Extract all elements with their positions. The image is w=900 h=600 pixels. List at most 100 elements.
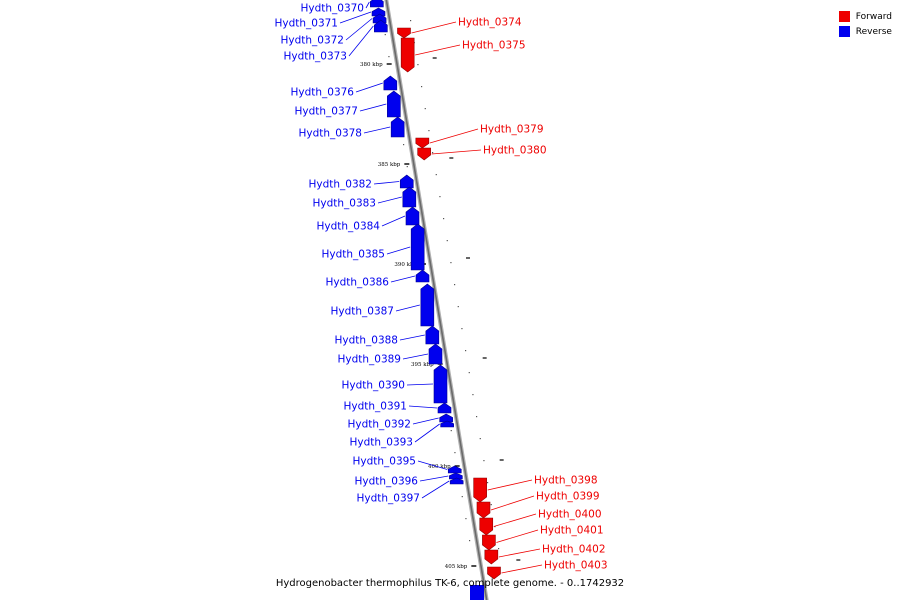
gene-connector — [399, 334, 425, 341]
scale-dot — [469, 540, 471, 542]
scale-dot — [483, 460, 485, 462]
gene-connector — [365, 1, 370, 9]
gene-highlight — [419, 149, 422, 155]
gene-arrow-hydth_0399 — [476, 501, 491, 519]
gene-arrow-hydth_0402 — [484, 549, 499, 565]
gene-label-hydth_0370: Hydth_0370 — [300, 3, 364, 15]
gene-arrow-hydth_0379 — [415, 137, 430, 149]
gene-highlight — [408, 212, 410, 224]
gene-connector — [498, 548, 541, 558]
scale-dot — [472, 394, 474, 396]
scale-dot — [461, 496, 463, 498]
gene-connector — [496, 529, 539, 543]
backbone-line — [385, 0, 488, 600]
gene-highlight — [404, 192, 407, 206]
gene-label-hydth_0399: Hydth_0399 — [536, 491, 600, 503]
gene-highlight — [475, 479, 478, 497]
scale-dot — [468, 372, 470, 374]
gene-label-hydth_0395: Hydth_0395 — [352, 456, 416, 468]
legend-reverse-label: Reverse — [855, 26, 892, 37]
gene-highlight — [484, 536, 487, 545]
gene-arrow-hydth_0377 — [387, 90, 401, 118]
scale-dot — [443, 218, 445, 220]
legend-reverse-swatch — [838, 26, 850, 37]
gene-connector — [402, 353, 429, 360]
gene-label-hydth_0390: Hydth_0390 — [341, 380, 405, 392]
gene-arrow-hydth_0383 — [402, 186, 417, 208]
gene-highlight — [393, 122, 396, 136]
gene-connector — [419, 475, 449, 482]
gene-highlight — [442, 423, 445, 426]
gene-label-hydth_0398: Hydth_0398 — [534, 475, 598, 487]
gene-highlight — [413, 229, 416, 269]
gene-arrow-hydth_0403 — [487, 566, 501, 580]
gene-arrow-hydth_0393 — [440, 420, 454, 428]
gene-label-hydth_0400: Hydth_0400 — [538, 509, 602, 521]
gene-highlight — [402, 180, 405, 187]
gene-label-hydth_0388: Hydth_0388 — [334, 335, 398, 347]
gene-arrow-hydth_0382 — [399, 174, 414, 189]
scale-dot — [487, 482, 489, 484]
gene-label-hydth_0379: Hydth_0379 — [480, 124, 544, 136]
scale-dot — [454, 452, 456, 454]
scale-dot — [435, 174, 437, 176]
gene-arrow-hydth_0390 — [433, 364, 448, 404]
gene-arrow-hydth_0375 — [400, 37, 415, 73]
gene-label-hydth_0387: Hydth_0387 — [330, 306, 394, 318]
scale-dot — [406, 166, 408, 168]
scale-dot — [450, 262, 452, 264]
gene-arrow-hydth_0398 — [473, 477, 487, 503]
gene-highlight — [375, 18, 378, 22]
scale-dot — [490, 504, 492, 506]
legend-forward: Forward — [838, 9, 892, 24]
gene-connector — [412, 417, 439, 425]
tick-label: 405 kbp — [445, 564, 468, 570]
gene-connector — [411, 21, 457, 34]
gene-arrow-hydth_0401 — [482, 534, 496, 551]
gene-arrow-hydth_0397 — [449, 477, 464, 485]
gene-connector — [386, 246, 411, 255]
scale-dot — [465, 350, 467, 352]
gene-connector — [355, 82, 383, 93]
gene-connector — [414, 423, 440, 443]
gene-highlight — [452, 480, 455, 483]
gene-highlight — [427, 331, 430, 343]
scale-dot — [479, 438, 481, 440]
gene-label-hydth_0402: Hydth_0402 — [542, 544, 606, 556]
gene-connector — [408, 405, 438, 409]
scale-dot — [403, 144, 405, 146]
gene-arrow-hydth_0376 — [383, 75, 398, 91]
scale-dot — [417, 64, 419, 66]
scale-dot — [446, 240, 448, 242]
gene-highlight — [417, 139, 420, 144]
gene-highlight — [479, 503, 481, 513]
scale-dot — [461, 328, 463, 330]
gene-highlight — [450, 469, 453, 472]
gene-connector — [390, 275, 416, 283]
gene-arrow-partial — [470, 585, 484, 600]
gene-arrow-hydth_0391 — [437, 402, 452, 414]
gene-connector — [381, 215, 406, 227]
gene-connector — [359, 103, 387, 112]
gene-highlight — [376, 25, 379, 31]
scale-dot — [428, 130, 430, 132]
gene-label-hydth_0373: Hydth_0373 — [283, 51, 347, 63]
gene-arrow-hydth_0380 — [417, 147, 431, 161]
gene-connector — [487, 479, 533, 491]
gene-label-hydth_0385: Hydth_0385 — [321, 249, 385, 261]
gene-arrow-hydth_0384 — [405, 206, 420, 226]
gene-label-hydth_0372: Hydth_0372 — [280, 35, 344, 47]
gene-label-hydth_0377: Hydth_0377 — [294, 106, 358, 118]
gene-connector — [415, 44, 461, 56]
gene-connector — [493, 513, 537, 527]
gene-label-hydth_0382: Hydth_0382 — [308, 179, 372, 191]
gene-arrow-hydth_0389 — [428, 343, 443, 365]
gene-connector — [345, 18, 373, 41]
gene-highlight — [372, 1, 375, 6]
scale-dot — [421, 86, 423, 88]
scale-dot — [384, 34, 386, 36]
gene-highlight — [441, 417, 444, 421]
gene-highlight — [389, 96, 392, 116]
